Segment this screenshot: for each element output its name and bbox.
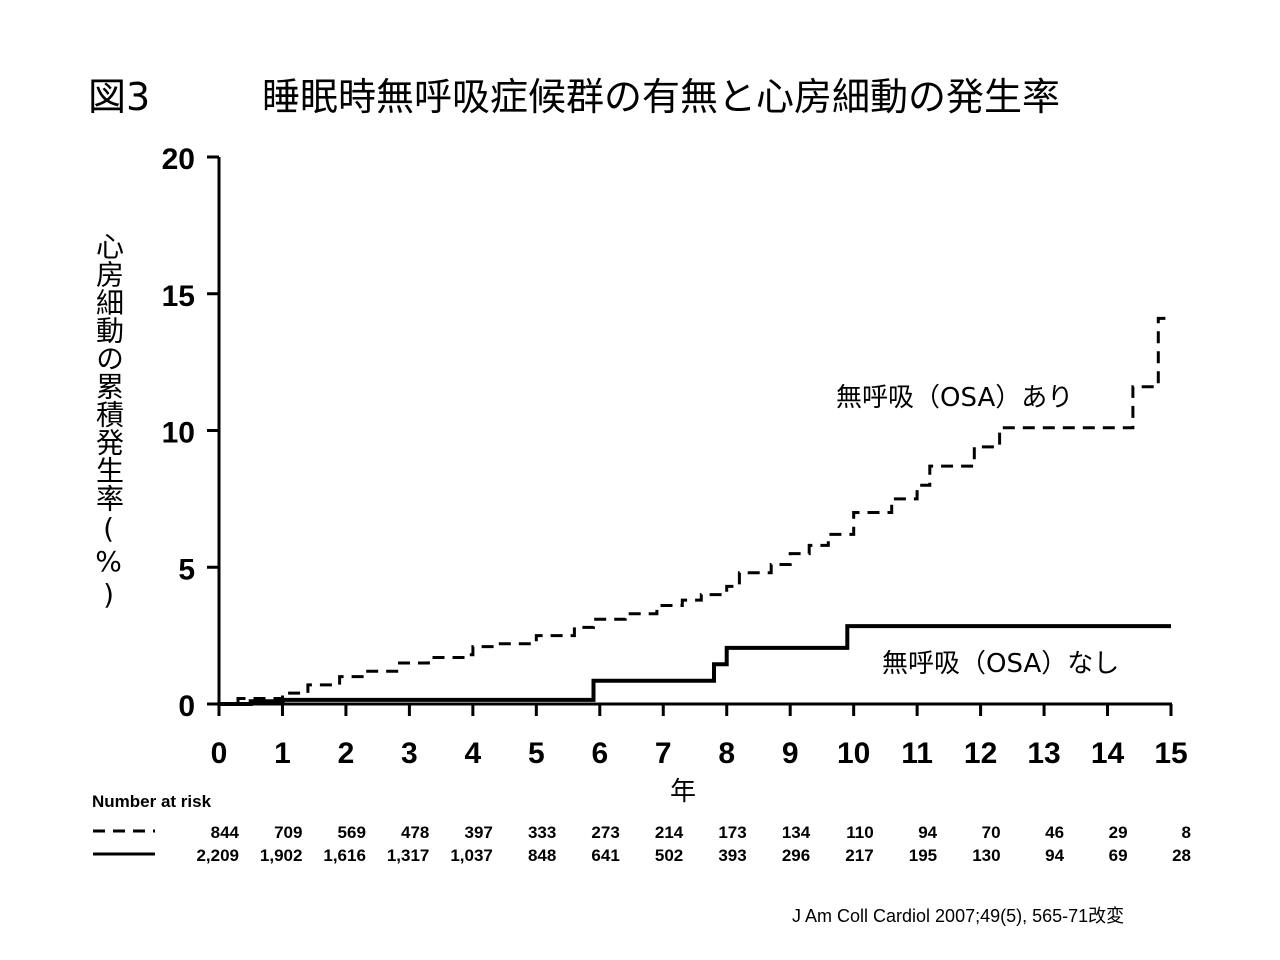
y-tick-label: 20 (162, 143, 195, 176)
risk-count: 110 (846, 823, 873, 842)
risk-count: 195 (909, 846, 937, 865)
risk-count: 848 (528, 846, 556, 865)
risk-count: 214 (655, 823, 684, 842)
x-tick-label: 15 (1154, 737, 1187, 770)
risk-count: 641 (591, 846, 619, 865)
x-tick-label: 2 (338, 737, 355, 770)
risk-count: 709 (274, 823, 302, 842)
risk-count: 94 (1045, 846, 1064, 865)
risk-count: 569 (338, 823, 366, 842)
risk-count: 844 (211, 823, 240, 842)
x-tick-label: 10 (837, 737, 870, 770)
x-tick-label: 11 (901, 737, 933, 770)
risk-count: 217 (845, 846, 873, 865)
x-tick-label: 6 (591, 737, 608, 770)
source-citation: J Am Coll Cardiol 2007;49(5), 565-71改変 (792, 906, 1125, 926)
risk-count: 273 (591, 823, 619, 842)
series-line-osa-yes (219, 316, 1171, 706)
risk-count: 1,902 (260, 846, 303, 865)
risk-count: 46 (1045, 823, 1064, 842)
x-tick-label: 5 (528, 737, 545, 770)
y-tick-label: 10 (162, 417, 195, 450)
risk-count: 296 (782, 846, 810, 865)
number-at-risk-title: Number at risk (92, 792, 212, 811)
annotation-osa-no: 無呼吸（OSA）なし (882, 649, 1119, 679)
risk-count: 94 (918, 823, 937, 842)
x-tick-label: 4 (465, 737, 482, 770)
risk-count: 130 (972, 846, 1000, 865)
risk-count: 134 (782, 823, 811, 842)
annotation-osa-yes: 無呼吸（OSA）あり (836, 383, 1073, 413)
risk-count: 502 (655, 846, 683, 865)
risk-count: 1,317 (387, 846, 430, 865)
risk-count: 173 (718, 823, 746, 842)
x-tick-label: 7 (655, 737, 672, 770)
risk-count: 397 (464, 823, 492, 842)
x-tick-label: 13 (1027, 737, 1060, 770)
risk-count: 2,209 (196, 846, 239, 865)
y-tick-label: 15 (162, 280, 195, 313)
x-tick-label: 12 (964, 737, 997, 770)
risk-count: 28 (1172, 846, 1191, 865)
y-tick-label: 5 (178, 553, 195, 586)
figure-title: 睡眠時無呼吸症候群の有無と心房細動の発生率 (262, 75, 1061, 119)
x-axis-label: 年 (670, 777, 696, 807)
risk-count: 8 (1182, 823, 1191, 842)
x-tick-label: 8 (718, 737, 735, 770)
risk-count: 478 (401, 823, 429, 842)
risk-count: 70 (982, 823, 1001, 842)
risk-count: 1,037 (450, 846, 493, 865)
x-tick-label: 14 (1091, 737, 1125, 770)
y-axis-label: 心房細動の累積発生率(%) (92, 232, 126, 611)
y-tick-label: 0 (178, 690, 195, 723)
risk-count: 69 (1109, 846, 1128, 865)
x-tick-label: 3 (401, 737, 418, 770)
series-line-osa-no (219, 624, 1171, 706)
risk-count: 29 (1109, 823, 1128, 842)
risk-count: 1,616 (323, 846, 366, 865)
x-tick-label: 1 (274, 737, 291, 770)
x-tick-label: 0 (211, 737, 228, 770)
x-tick-label: 9 (782, 737, 799, 770)
figure-label: 図3 (88, 75, 151, 119)
risk-count: 393 (718, 846, 746, 865)
risk-count: 333 (528, 823, 556, 842)
